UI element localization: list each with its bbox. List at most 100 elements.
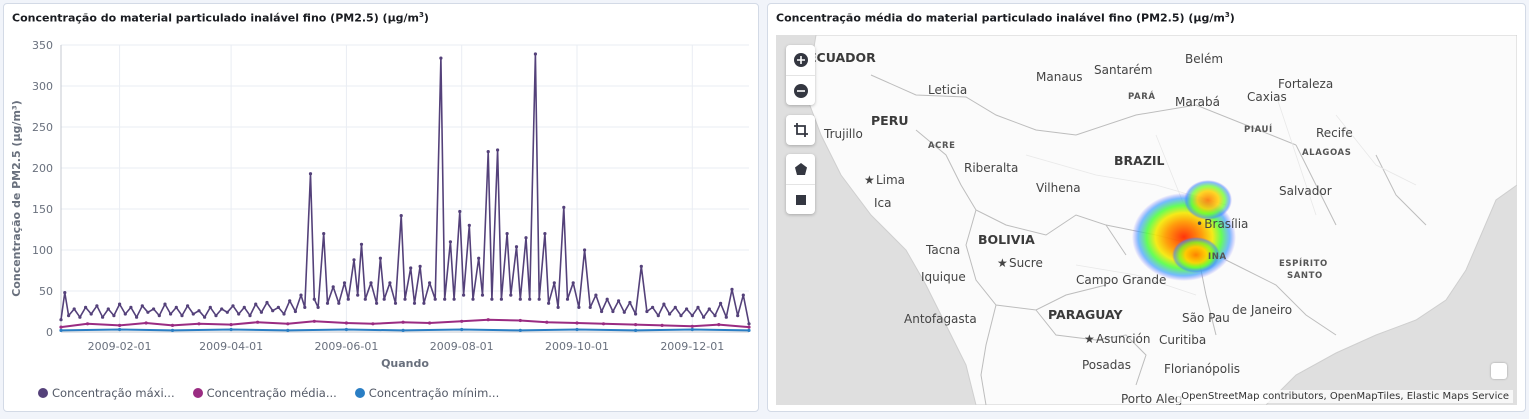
data-point-1 bbox=[545, 320, 549, 324]
data-point-0 bbox=[439, 56, 443, 60]
data-point-2 bbox=[690, 327, 694, 332]
y-tick-label: 250 bbox=[32, 121, 53, 134]
data-point-1 bbox=[601, 322, 606, 326]
map-label-lima: ★ Lima bbox=[864, 173, 906, 187]
data-point-2 bbox=[229, 327, 233, 332]
zoom-in-button[interactable] bbox=[786, 45, 815, 75]
polygon-icon bbox=[794, 163, 807, 175]
map-label-trujillo: Trujillo bbox=[824, 127, 863, 141]
data-point-0 bbox=[645, 309, 649, 314]
data-point-0 bbox=[106, 307, 110, 311]
map-legend-toggle[interactable] bbox=[1491, 363, 1507, 379]
x-tick-label: 2009-08-01 bbox=[430, 340, 494, 353]
data-point-1 bbox=[170, 323, 175, 327]
fit-to-data-button[interactable] bbox=[786, 115, 815, 145]
data-point-0 bbox=[724, 315, 728, 319]
data-point-0 bbox=[303, 305, 307, 309]
data-point-0 bbox=[656, 314, 660, 318]
chart-panel-title: Concentração do material particulado ina… bbox=[12, 11, 429, 25]
map-label-bolivia: BOLIVIA bbox=[978, 232, 1035, 247]
data-point-0 bbox=[84, 305, 88, 309]
data-point-0 bbox=[651, 305, 655, 309]
data-point-1 bbox=[118, 323, 122, 327]
data-point-1 bbox=[144, 321, 148, 325]
data-point-0 bbox=[428, 281, 432, 285]
data-point-0 bbox=[562, 205, 566, 209]
data-point-0 bbox=[254, 302, 258, 306]
map-label-minas: INA bbox=[1208, 252, 1227, 262]
data-point-0 bbox=[174, 305, 178, 309]
map-label-brasilia: • Brasília bbox=[1196, 217, 1249, 231]
data-point-0 bbox=[129, 305, 133, 309]
map-attribution[interactable]: OpenStreetMap contributors, OpenMapTiles… bbox=[1177, 390, 1513, 403]
draw-rectangle-button[interactable] bbox=[786, 184, 815, 214]
data-point-0 bbox=[248, 314, 252, 318]
data-point-0 bbox=[186, 304, 190, 308]
data-point-2 bbox=[59, 328, 63, 332]
data-point-1 bbox=[518, 318, 522, 323]
map-label-santarem: Santarém bbox=[1094, 63, 1153, 77]
legend-label-mean: Concentração média... bbox=[206, 386, 337, 400]
series-line-2 bbox=[60, 328, 750, 332]
data-point-0 bbox=[337, 301, 341, 305]
data-point-1 bbox=[460, 319, 464, 323]
data-point-2 bbox=[575, 327, 579, 332]
y-tick-label: 300 bbox=[32, 80, 53, 93]
data-point-0 bbox=[741, 293, 745, 297]
data-point-0 bbox=[713, 314, 717, 318]
data-point-0 bbox=[231, 304, 235, 308]
x-axis-title: Quando bbox=[381, 357, 429, 370]
data-point-0 bbox=[331, 285, 335, 289]
data-point-0 bbox=[203, 315, 207, 319]
legend-item-max[interactable]: Concentração máxi... bbox=[38, 386, 175, 400]
data-point-0 bbox=[543, 232, 547, 236]
data-point-0 bbox=[316, 305, 320, 309]
data-point-0 bbox=[265, 300, 269, 305]
data-point-0 bbox=[271, 309, 275, 313]
map-basemap bbox=[805, 35, 1517, 405]
zoom-out-button[interactable] bbox=[786, 75, 815, 105]
map-label-maraba: Marabá bbox=[1175, 95, 1220, 109]
data-point-0 bbox=[533, 52, 538, 56]
draw-polygon-button[interactable] bbox=[786, 154, 815, 184]
data-point-0 bbox=[67, 314, 71, 318]
data-point-0 bbox=[422, 301, 426, 305]
data-point-1 bbox=[197, 322, 201, 326]
data-point-1 bbox=[59, 325, 63, 329]
data-point-0 bbox=[673, 305, 677, 309]
data-point-0 bbox=[747, 322, 751, 326]
map-label-paraguay: PARAGUAY bbox=[1048, 307, 1123, 322]
map-label-ica: Ica bbox=[874, 196, 892, 210]
data-point-0 bbox=[707, 307, 711, 311]
legend-item-mean[interactable]: Concentração média... bbox=[192, 386, 337, 400]
data-point-0 bbox=[356, 293, 360, 297]
legend-item-min[interactable]: Concentração mínim... bbox=[354, 386, 499, 400]
data-point-0 bbox=[730, 287, 734, 291]
data-point-0 bbox=[135, 315, 139, 319]
legend-label-max: Concentração máxi... bbox=[52, 386, 175, 400]
data-point-0 bbox=[452, 297, 456, 301]
map-label-para: PARÁ bbox=[1128, 92, 1156, 102]
data-point-0 bbox=[467, 223, 471, 227]
data-point-0 bbox=[197, 309, 201, 313]
data-point-0 bbox=[163, 302, 167, 306]
data-point-0 bbox=[509, 293, 513, 297]
pm25-heatmap-layer bbox=[1132, 180, 1236, 281]
data-point-0 bbox=[736, 314, 740, 318]
map-label-alagoas: ALAGOAS bbox=[1302, 148, 1352, 158]
map-label-peru: PERU bbox=[871, 113, 909, 128]
data-point-2 bbox=[460, 327, 464, 332]
pm25-line-chart[interactable]: 0 50 100 150 200 250 300 350 2009-02-01 2009-04-0… bbox=[4, 4, 760, 413]
map-label-manaus: Manaus bbox=[1036, 70, 1083, 84]
x-tick-label: 2009-12-01 bbox=[660, 340, 724, 353]
y-tick-label: 50 bbox=[39, 285, 53, 298]
map-canvas[interactable]: ECUADOR PERU BRAZIL BOLIVIA PARAGUAY PAR… bbox=[776, 35, 1517, 405]
map-label-riberalta: Riberalta bbox=[964, 161, 1019, 175]
data-point-0 bbox=[486, 150, 490, 154]
data-point-2 bbox=[634, 328, 638, 332]
y-tick-label: 100 bbox=[32, 244, 53, 257]
zoom-in-icon bbox=[793, 53, 808, 67]
data-point-0 bbox=[662, 302, 666, 306]
data-point-0 bbox=[399, 214, 403, 218]
data-point-0 bbox=[214, 314, 218, 318]
